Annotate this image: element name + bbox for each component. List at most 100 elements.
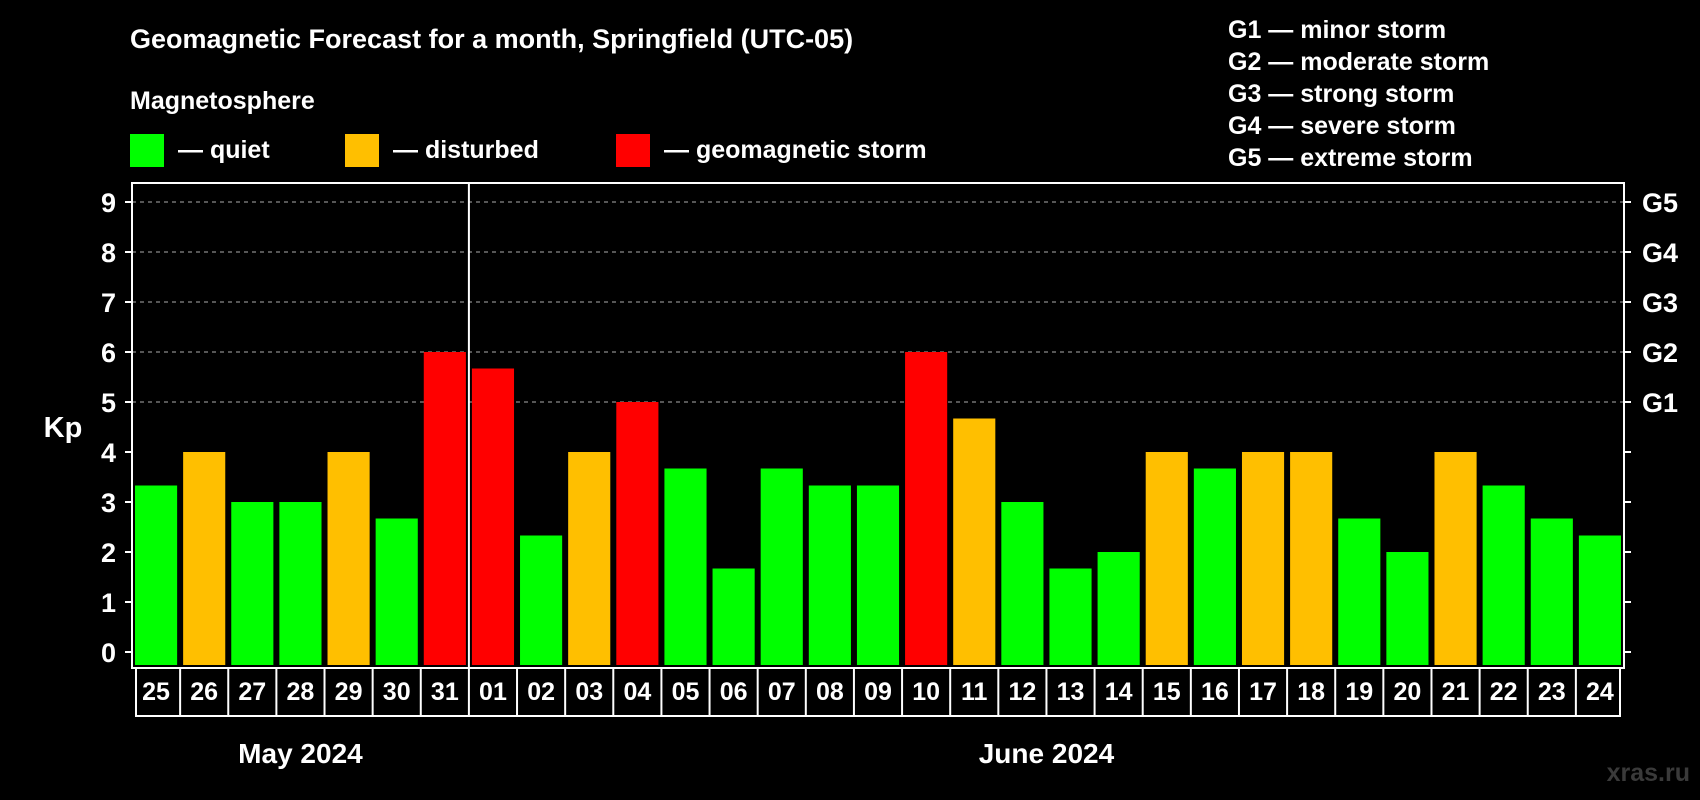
day-label-16: 16 [1201,678,1229,706]
storm-scale-item: G2 — moderate storm [1228,48,1489,76]
bar-30 [375,518,418,665]
legend: — quiet — disturbed — geomagnetic storm [130,134,927,167]
day-label-25: 25 [142,678,170,706]
legend-swatch [130,134,164,167]
bar-10 [905,352,948,665]
day-label-24: 24 [1586,678,1614,706]
y-tick-label: 1 [101,588,116,618]
y-tick-label: 8 [101,238,116,268]
day-label-07: 07 [768,678,796,706]
storm-level-label-g4: G4 [1642,238,1678,268]
grid-lines [132,201,1624,403]
day-label-20: 20 [1394,678,1422,706]
legend-label: — geomagnetic storm [664,136,927,164]
bar-08 [808,485,851,665]
bar-13 [1049,568,1092,665]
day-label-19: 19 [1345,678,1373,706]
day-label-09: 09 [864,678,892,706]
day-label-21: 21 [1442,678,1470,706]
bar-24 [1578,535,1621,665]
month-label: May 2024 [238,738,363,769]
bar-26 [183,452,226,665]
storm-level-label-g3: G3 [1642,288,1678,318]
month-label: June 2024 [979,738,1115,769]
day-label-17: 17 [1249,678,1277,706]
y-tick-label: 4 [101,438,116,468]
bar-01 [471,368,515,665]
day-label-29: 29 [335,678,363,706]
bar-09 [856,485,900,665]
bar-31 [423,352,466,665]
bar-02 [520,535,563,665]
day-label-23: 23 [1538,678,1566,706]
right-axis-storm-levels: G1 G2 G3 G4 G5 [1642,188,1678,418]
watermark: xras.ru [1607,759,1690,787]
bar-19 [1338,518,1381,665]
bar-03 [568,452,611,665]
storm-scale-item: G3 — strong storm [1228,80,1454,108]
day-label-15: 15 [1153,678,1181,706]
day-label-02: 02 [527,678,555,706]
bar-18 [1290,452,1333,665]
day-label-01: 01 [479,678,507,706]
day-label-05: 05 [672,678,700,706]
y-tick-label: 5 [101,388,116,418]
y-tick-label: 0 [101,638,116,668]
bar-11 [953,418,996,665]
day-label-22: 22 [1490,678,1518,706]
day-label-28: 28 [287,678,315,706]
bar-28 [279,502,322,665]
chart-title: Geomagnetic Forecast for a month, Spring… [130,24,853,54]
y-tick-label: 7 [101,288,116,318]
bar-25 [135,485,178,665]
storm-level-label-g1: G1 [1642,388,1678,418]
legend-title: Magnetosphere [130,87,315,115]
month-labels: May 2024 June 2024 [238,738,1114,769]
legend-label: — quiet [178,136,270,164]
day-label-10: 10 [912,678,940,706]
bar-20 [1386,552,1429,665]
x-axis-day-labels: 25 26 27 28 29 30 31 01 02 03 04 05 06 07 08 09 10 11 12 13… [135,667,1621,717]
y-axis: 0 1 2 3 4 5 6 7 8 9 [101,188,1631,668]
storm-level-label-g2: G2 [1642,338,1678,368]
day-label-14: 14 [1105,678,1133,706]
legend-label: — disturbed [393,136,539,164]
day-label-13: 13 [1057,678,1085,706]
day-label-31: 31 [431,678,459,706]
y-tick-label: 6 [101,338,116,368]
bar-06 [712,568,755,665]
y-tick-label: 2 [101,538,116,568]
bar-23 [1530,518,1573,665]
bar-21 [1434,452,1477,665]
day-label-04: 04 [623,678,651,706]
day-label-box [135,667,1621,717]
day-label-11: 11 [961,678,988,706]
bar-12 [1001,502,1044,665]
bar-07 [760,468,803,665]
bar-29 [327,452,370,665]
bar-22 [1482,485,1525,665]
day-label-03: 03 [575,678,603,706]
day-label-30: 30 [383,678,411,706]
y-tick-label: 9 [101,188,116,218]
y-tick-label: 3 [101,488,116,518]
storm-level-label-g5: G5 [1642,188,1678,218]
bars [135,352,1621,665]
day-label-26: 26 [190,678,218,706]
bar-17 [1241,452,1285,665]
day-label-06: 06 [720,678,748,706]
legend-swatch [345,134,379,167]
day-label-08: 08 [816,678,844,706]
bar-27 [231,502,274,665]
storm-scale-item: G4 — severe storm [1228,112,1456,140]
bar-05 [664,468,707,665]
bar-14 [1097,552,1140,665]
day-label-27: 27 [238,678,266,706]
bar-16 [1193,468,1236,665]
bar-15 [1145,452,1188,665]
y-axis-label: Kp [44,412,83,444]
legend-swatch [616,134,650,167]
day-label-18: 18 [1297,678,1325,706]
